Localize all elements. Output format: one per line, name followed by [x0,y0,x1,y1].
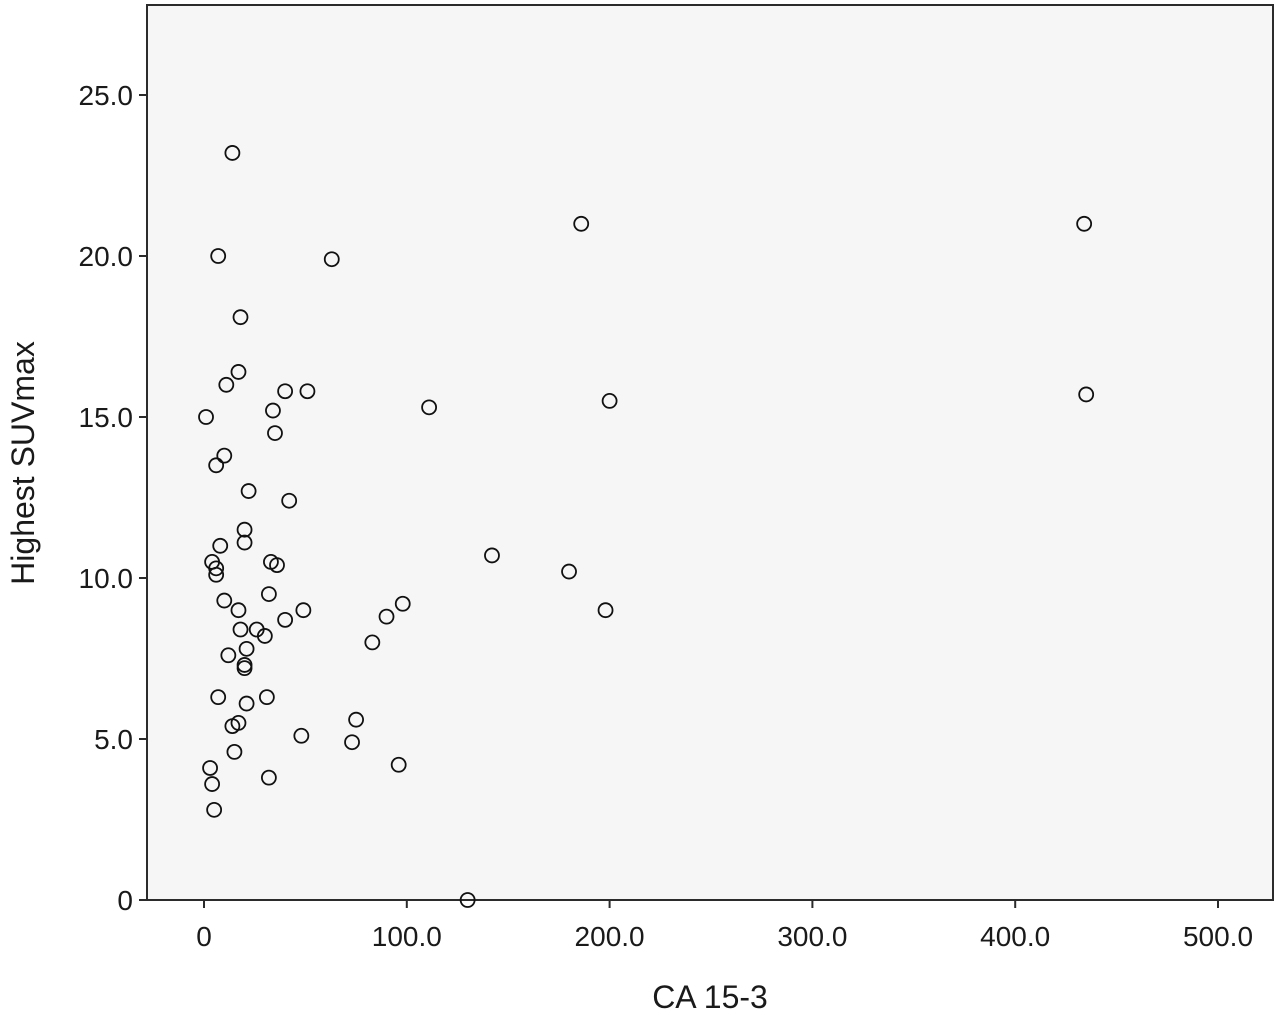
data-point [230,602,247,619]
data-point [348,711,365,728]
data-point [208,566,225,583]
y-tick-label: 0 [117,885,133,916]
data-point [267,425,283,442]
data-point [224,145,241,161]
x-tick-label: 200.0 [575,921,645,952]
data-point [260,586,277,602]
data-point [208,560,225,577]
data-point [390,756,407,773]
data-point [344,734,360,751]
data-point [260,769,277,786]
x-tick-label: 300.0 [777,921,847,952]
y-tick-label: 20.0 [79,241,134,272]
data-point [256,628,273,644]
x-tick-label: 100.0 [372,921,442,952]
data-point [258,689,275,706]
data-point [269,557,285,574]
data-point [394,595,411,612]
data-point [218,376,235,393]
data-point [299,383,316,400]
y-tick-label: 25.0 [79,80,134,111]
y-axis: 0 5.0 10.0 15.0 20.0 25.0 [79,80,147,916]
data-point [210,689,227,706]
data-point [236,521,253,538]
data-point [204,776,221,792]
data-point [232,309,249,326]
y-tick-label: 5.0 [94,724,133,755]
x-tick-label: 0 [196,921,212,952]
y-axis-title: Highest SUVmax [5,341,41,585]
data-point [295,602,312,619]
data-points [198,145,1095,908]
data-point [323,251,340,268]
y-tick-label: 15.0 [79,402,134,433]
x-axis: 0 100.0 200.0 300.0 400.0 500.0 [196,900,1253,952]
data-point [459,892,476,908]
data-point [220,647,237,664]
y-tick-label: 10.0 [79,563,134,594]
data-point [601,392,618,409]
data-point [216,447,233,464]
data-point [240,483,257,499]
data-point [277,611,294,628]
data-point [238,695,255,712]
data-point [202,760,218,776]
data-point [421,399,438,416]
data-point [236,534,253,551]
data-point [206,801,223,818]
data-point [597,602,614,619]
data-point [238,640,255,657]
data-point [484,547,500,564]
data-point [232,621,249,638]
data-point [216,592,233,609]
data-point [378,608,395,625]
data-point [230,364,247,380]
data-point [293,727,310,744]
data-point [212,537,229,554]
data-point [1078,386,1095,403]
data-point [208,457,225,474]
x-tick-label: 500.0 [1183,921,1253,952]
data-point [265,402,281,419]
data-point [364,634,381,651]
data-point [573,215,590,232]
data-point [224,718,241,735]
x-tick-label: 400.0 [980,921,1050,952]
data-point [198,409,214,425]
plot-area [146,4,1274,901]
data-point [236,660,253,677]
x-axis-title: CA 15-3 [652,979,768,1015]
data-point [281,492,298,509]
data-point [1076,215,1093,232]
data-point [226,743,243,760]
data-point [277,383,294,400]
data-point [561,563,577,580]
data-point [210,248,227,264]
